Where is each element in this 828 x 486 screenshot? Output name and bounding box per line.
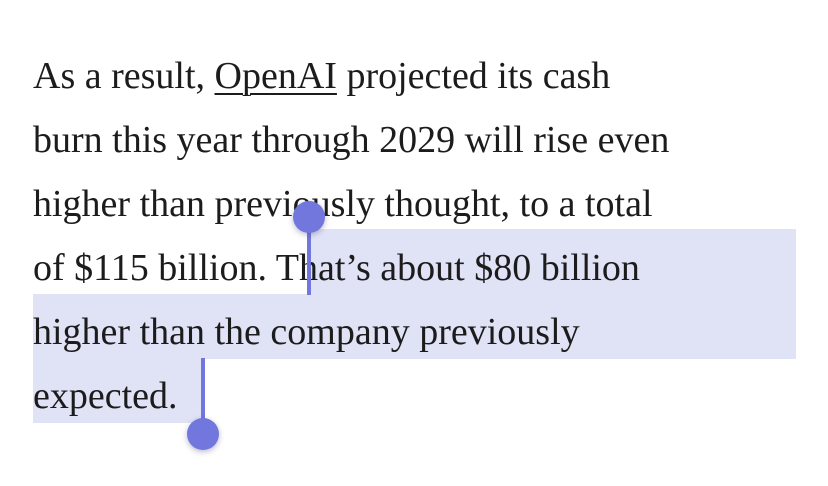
paragraph-line: higher than previously thought, to a tot… <box>33 183 653 225</box>
line-text: projected its cash <box>336 55 611 97</box>
openai-link[interactable]: OpenAI <box>214 55 337 97</box>
selection-end-handle[interactable] <box>187 418 219 450</box>
text-selection-highlight <box>33 359 205 423</box>
selected-text: expected. <box>33 375 178 417</box>
text-selection-highlight <box>310 229 796 294</box>
selected-text: That’s about $80 billion <box>275 247 640 289</box>
selection-start-handle[interactable] <box>293 201 325 233</box>
text-selection-highlight <box>33 294 796 359</box>
selection-end-handle-bar[interactable] <box>201 358 205 430</box>
selected-text: higher than the company previously <box>33 311 580 353</box>
line-text: As a result, <box>33 55 215 97</box>
paragraph-line: of $115 billion. That’s about $80 billio… <box>33 236 640 300</box>
paragraph-line: As a result, OpenAI projected its cash <box>33 44 610 108</box>
paragraph-line: expected. <box>33 364 178 428</box>
paragraph-line: burn this year through 2029 will rise ev… <box>33 119 670 161</box>
line-text: of $115 billion. <box>33 247 276 289</box>
paragraph-line: higher than the company previously <box>33 300 580 364</box>
selection-start-handle-bar[interactable] <box>307 220 311 295</box>
